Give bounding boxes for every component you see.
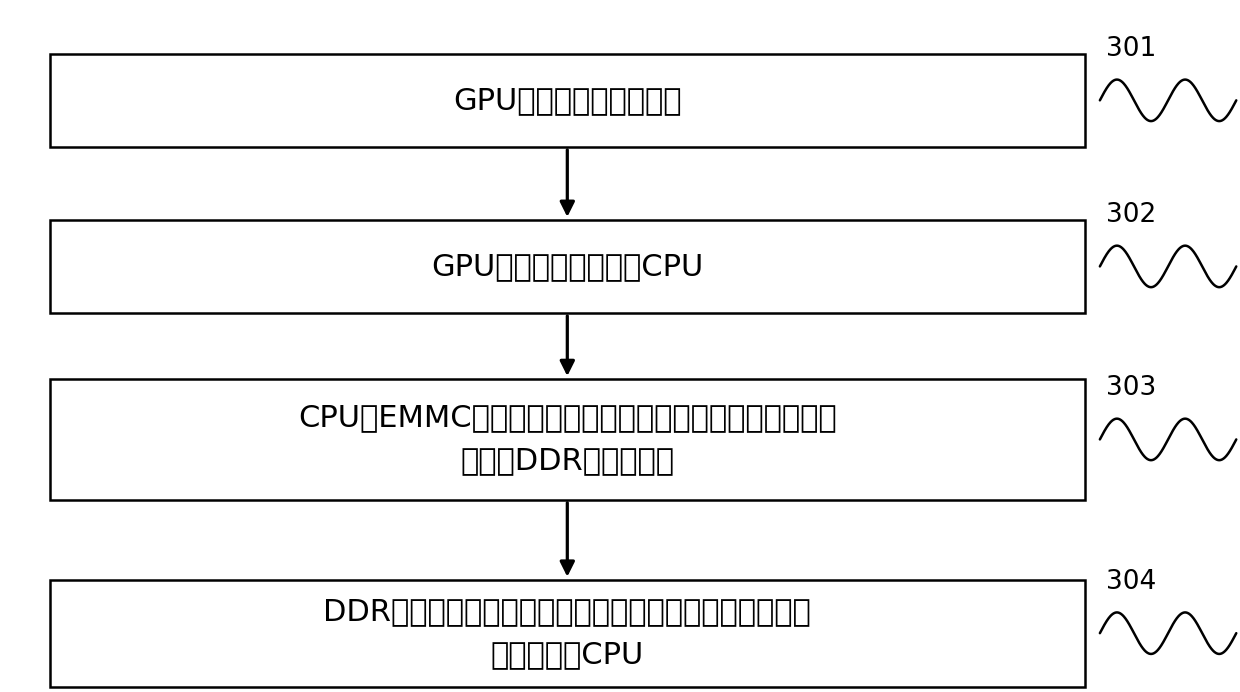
Text: CPU从EMMC中拷贝预输入的基线长度算法，和参考点设置
规则到DDR中进行处理: CPU从EMMC中拷贝预输入的基线长度算法，和参考点设置 规则到DDR中进行处理 bbox=[298, 403, 837, 475]
Text: 302: 302 bbox=[1106, 202, 1157, 228]
Text: GPU获取识别的建筑特征: GPU获取识别的建筑特征 bbox=[453, 86, 682, 115]
Bar bbox=[50, 580, 1085, 686]
Bar bbox=[50, 54, 1085, 147]
Text: DDR得到基线长度并根据参考点设置规则设置参考点，将
结果反馈至CPU: DDR得到基线长度并根据参考点设置规则设置参考点，将 结果反馈至CPU bbox=[324, 597, 811, 669]
Text: 303: 303 bbox=[1106, 375, 1157, 401]
Text: 304: 304 bbox=[1106, 569, 1157, 595]
Bar bbox=[50, 220, 1085, 313]
Text: GPU将建筑特征传递至CPU: GPU将建筑特征传递至CPU bbox=[432, 252, 703, 281]
Bar bbox=[50, 379, 1085, 500]
Text: 301: 301 bbox=[1106, 36, 1157, 62]
